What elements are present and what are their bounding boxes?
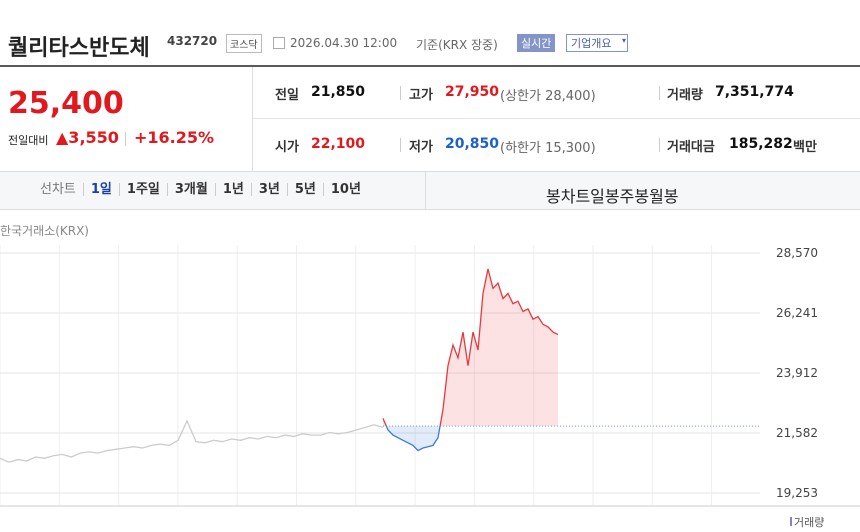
y-tick-label: 21,582 bbox=[776, 426, 818, 440]
value: 27,950 bbox=[445, 84, 500, 100]
volume-label-text: 거래량 bbox=[794, 516, 825, 529]
label: 전일 bbox=[275, 88, 299, 103]
price-line bbox=[382, 268, 559, 452]
price-line bbox=[0, 419, 384, 463]
tab[interactable]: 3개월 bbox=[166, 183, 215, 196]
change-rate: +16.25% bbox=[134, 128, 215, 147]
y-tick-label: 19,253 bbox=[776, 486, 818, 500]
unit: 백만 bbox=[793, 140, 817, 155]
tab[interactable]: 일봉 bbox=[590, 187, 620, 206]
tab-bar bbox=[0, 171, 860, 210]
y-tick-label: 28,570 bbox=[776, 246, 818, 260]
value: 20,850 bbox=[445, 136, 500, 152]
value: 21,850 bbox=[311, 84, 366, 100]
y-tick-label: 26,241 bbox=[776, 306, 818, 320]
separator bbox=[400, 86, 401, 100]
limit: (상한가 28,400) bbox=[500, 89, 596, 104]
stock-code: 432720 bbox=[167, 34, 218, 48]
change-label: 전일대비 bbox=[8, 134, 49, 147]
current-price: 25,400 bbox=[8, 86, 124, 121]
tab[interactable]: 1년 bbox=[214, 183, 251, 196]
row-rule bbox=[253, 118, 860, 119]
separator bbox=[659, 86, 660, 100]
label: 거래량 bbox=[667, 88, 703, 103]
market-badge: 코스닥 bbox=[226, 34, 262, 53]
value: 22,100 bbox=[311, 136, 366, 152]
value: 7,351,774 bbox=[715, 84, 794, 100]
area-fill bbox=[383, 269, 558, 451]
separator bbox=[425, 172, 426, 209]
tab[interactable]: 1주일 bbox=[118, 183, 167, 196]
calendar-icon bbox=[273, 37, 285, 49]
label: 저가 bbox=[409, 140, 433, 155]
label: 고가 bbox=[409, 88, 433, 103]
tab[interactable]: 3년 bbox=[250, 183, 287, 196]
header-rule bbox=[0, 65, 860, 67]
change: ▲3,550 bbox=[56, 128, 119, 147]
separator bbox=[125, 132, 126, 146]
tab: 선차트 bbox=[40, 182, 76, 197]
realtime-button[interactable]: 실시간 bbox=[517, 34, 556, 52]
y-tick-label: 23,912 bbox=[776, 366, 818, 380]
line-tabs: 선차트 1일 1주일 3개월 1년 3년 5년 10년 bbox=[33, 183, 368, 196]
limit: (하한가 15,300) bbox=[500, 141, 596, 156]
separator bbox=[252, 67, 253, 171]
source: 한국거래소(KRX) bbox=[0, 224, 89, 238]
tab[interactable]: 월봉 bbox=[649, 187, 679, 206]
volume-label: 거래량 bbox=[790, 514, 824, 530]
label: 거래대금 bbox=[667, 140, 715, 155]
basis: 기준(KRX 장중) bbox=[416, 38, 498, 52]
dropdown-arrow: ▾ bbox=[622, 36, 627, 45]
tab[interactable]: 주봉 bbox=[619, 187, 650, 206]
separator bbox=[659, 138, 660, 152]
company-button[interactable]: 기업개요 bbox=[566, 34, 629, 52]
tab: 봉차트 bbox=[546, 187, 591, 206]
value: 185,282 bbox=[729, 136, 793, 152]
tab[interactable]: 1일 bbox=[82, 183, 119, 196]
separator bbox=[400, 138, 401, 152]
datetime: 2026.04.30 12:00 bbox=[290, 36, 398, 50]
stock-title: 퀄리타스반도체 bbox=[8, 36, 150, 61]
candle-tabs: 봉차트 일봉 주봉 월봉 bbox=[546, 183, 679, 207]
tab[interactable]: 5년 bbox=[286, 183, 323, 196]
label: 시가 bbox=[275, 140, 299, 155]
tab[interactable]: 10년 bbox=[322, 183, 368, 196]
